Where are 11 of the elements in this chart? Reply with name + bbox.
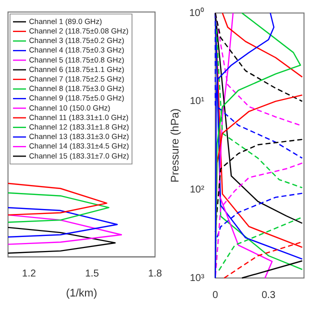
x-axis-title: (1/km) (66, 287, 98, 300)
y-tick-label: 10¹ (190, 96, 205, 108)
x-tick-label: 1.5 (85, 268, 100, 280)
y-tick-label: 10³ (190, 272, 205, 284)
y-axis-title: Pressure (hPa) (170, 108, 182, 182)
x-tick-label: 1.2 (22, 268, 36, 280)
x-tick-label: 1.8 (148, 268, 162, 280)
y-tick-label: 10² (190, 184, 205, 196)
x-tick-label: 0.3 (262, 290, 276, 301)
x-tick-label: 0 (212, 290, 219, 301)
y-tick-label: 10⁰ (189, 6, 204, 19)
